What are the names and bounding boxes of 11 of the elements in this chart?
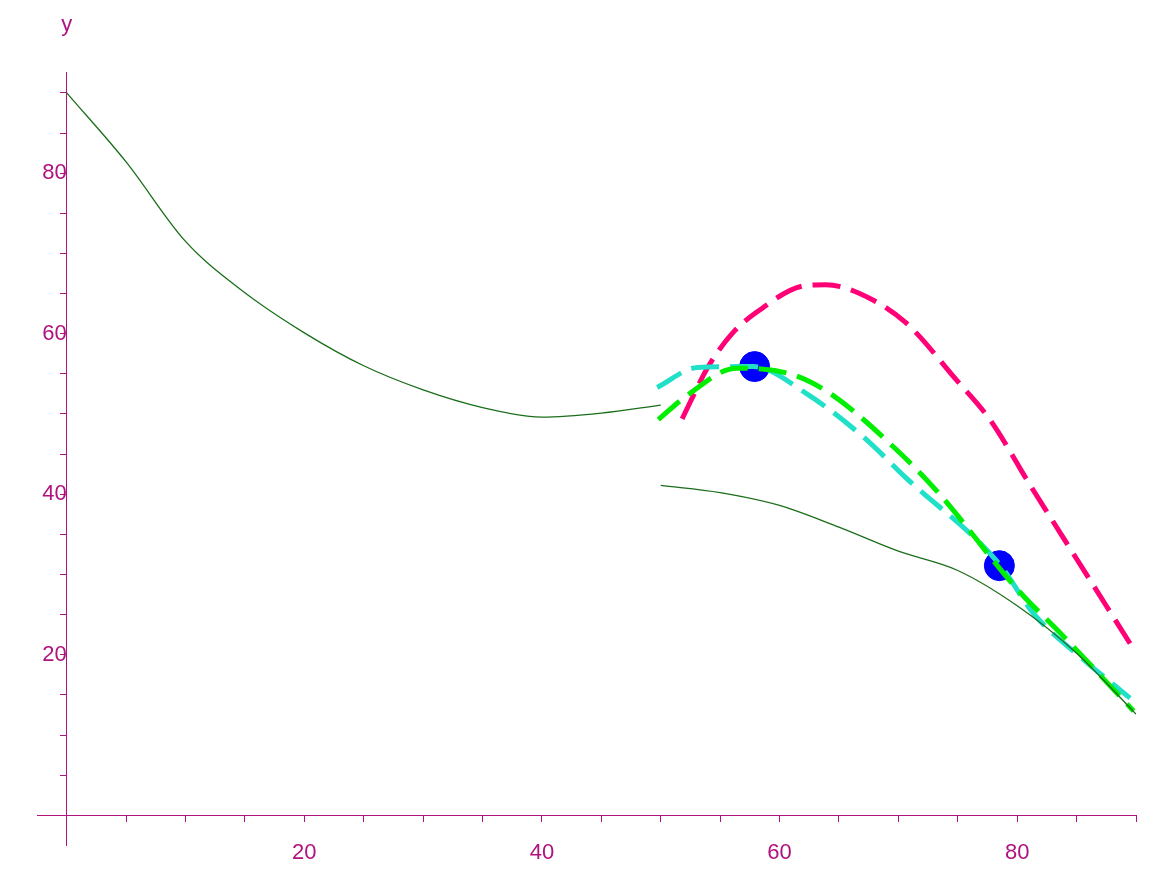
line-series — [66, 92, 662, 418]
x-tick-label: 80 — [1004, 838, 1030, 864]
y-tick-label: 60 — [42, 319, 67, 345]
x-tick-label: 60 — [767, 838, 792, 864]
y-tick-label: 20 — [42, 640, 67, 666]
y-axis-title: y — [61, 11, 73, 37]
x-tick-label: 40 — [529, 838, 555, 864]
line-series — [660, 484, 1136, 715]
y-tick-label: 40 — [42, 480, 67, 506]
x-tick-label: 20 — [292, 838, 317, 864]
y-tick-label: 80 — [42, 159, 67, 185]
